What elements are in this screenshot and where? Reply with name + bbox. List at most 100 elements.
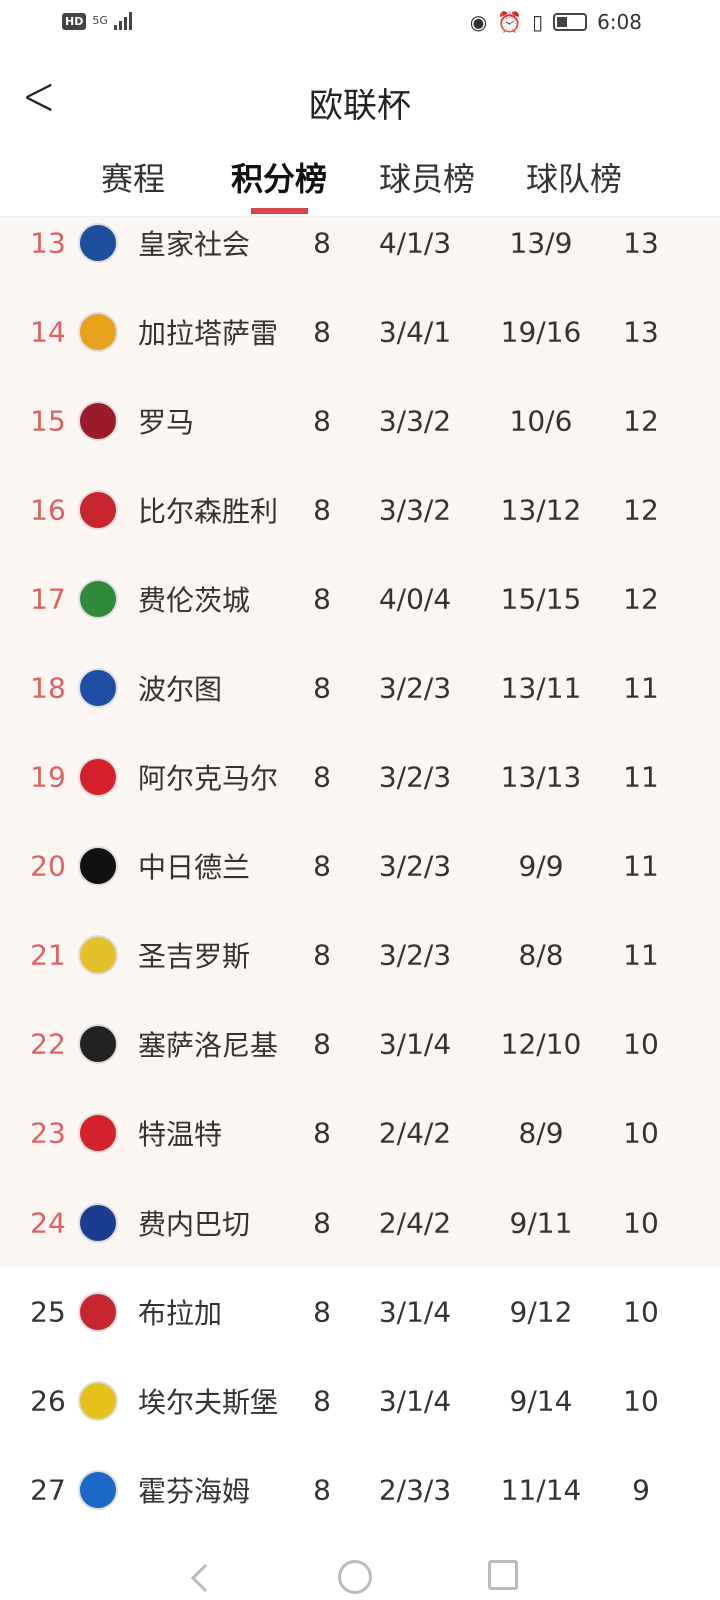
tab-bar: 赛程 积分榜 球员榜 球队榜 <box>0 148 720 216</box>
played: 8 <box>313 404 331 438</box>
nav-recents-icon[interactable] <box>488 1560 518 1590</box>
points: 12 <box>623 582 659 616</box>
page-title: 欧联杯 <box>309 86 411 126</box>
goals-for-against: 13/13 <box>500 760 582 794</box>
battery-icon <box>553 13 588 31</box>
nav-home-icon[interactable] <box>338 1560 372 1594</box>
goals-for-against: 13/9 <box>509 226 573 260</box>
team-logo-icon <box>78 757 118 798</box>
goals-for-against: 9/11 <box>509 1206 573 1240</box>
points: 12 <box>623 493 659 527</box>
points: 10 <box>623 1206 659 1240</box>
tab-schedule[interactable]: 赛程 <box>100 160 166 198</box>
table-row[interactable]: 20 中日德兰 8 3/2/3 9/9 11 <box>0 821 720 911</box>
eye-icon: ◉ <box>469 10 488 34</box>
goals-for-against: 9/12 <box>509 1295 573 1329</box>
rank: 17 <box>30 582 66 616</box>
played: 8 <box>313 1206 331 1240</box>
win-draw-loss: 3/2/3 <box>378 849 452 883</box>
win-draw-loss: 3/1/4 <box>378 1027 452 1061</box>
team-name: 中日德兰 <box>138 851 251 885</box>
table-row[interactable]: 17 费伦茨城 8 4/0/4 15/15 12 <box>0 554 720 644</box>
team-name: 加拉塔萨雷 <box>138 316 279 350</box>
points: 13 <box>623 226 659 260</box>
played: 8 <box>313 582 331 616</box>
goals-for-against: 9/9 <box>518 849 564 883</box>
points: 9 <box>632 1473 650 1507</box>
win-draw-loss: 3/2/3 <box>378 760 452 794</box>
back-chevron-icon[interactable]: < <box>22 64 56 130</box>
table-row[interactable]: 16 比尔森胜利 8 3/3/2 13/12 12 <box>0 465 720 555</box>
goals-for-against: 12/10 <box>500 1027 582 1061</box>
played: 8 <box>313 1027 331 1061</box>
goals-for-against: 19/16 <box>500 315 582 349</box>
goals-for-against: 8/9 <box>518 1116 564 1150</box>
team-name: 塞萨洛尼基 <box>138 1029 279 1063</box>
table-row[interactable]: 13 皇家社会 8 4/1/3 13/9 13 <box>0 217 720 288</box>
win-draw-loss: 3/4/1 <box>378 315 452 349</box>
team-name: 比尔森胜利 <box>138 494 279 528</box>
alarm-icon: ⏰ <box>497 10 523 34</box>
rank: 20 <box>30 849 66 883</box>
team-logo-icon <box>78 1291 118 1332</box>
team-logo-icon <box>78 846 118 887</box>
standings-list[interactable]: 13 皇家社会 8 4/1/3 13/9 13 14 加拉塔萨雷 8 3/4/1 … <box>0 216 720 1560</box>
active-tab-indicator <box>251 208 308 214</box>
tab-team-rankings[interactable]: 球队榜 <box>525 160 623 198</box>
tab-player-rankings[interactable]: 球员榜 <box>378 160 476 198</box>
points: 13 <box>623 315 659 349</box>
team-logo-icon <box>78 1113 118 1154</box>
points: 11 <box>623 671 659 705</box>
rank: 27 <box>30 1473 66 1507</box>
rank: 13 <box>30 226 66 260</box>
table-row[interactable]: 25 布拉加 8 3/1/4 9/12 10 <box>0 1267 720 1356</box>
table-row[interactable]: 15 罗马 8 3/3/2 10/6 12 <box>0 376 720 466</box>
rank: 18 <box>30 671 66 705</box>
table-row[interactable]: 19 阿尔克马尔 8 3/2/3 13/13 11 <box>0 732 720 822</box>
rank: 24 <box>30 1206 66 1240</box>
win-draw-loss: 2/3/3 <box>378 1473 452 1507</box>
played: 8 <box>313 493 331 527</box>
clock: 6:08 <box>597 10 642 34</box>
played: 8 <box>313 760 331 794</box>
signal-icon <box>113 12 132 30</box>
win-draw-loss: 3/1/4 <box>378 1295 452 1329</box>
team-name: 皇家社会 <box>138 227 251 261</box>
team-name: 布拉加 <box>138 1296 223 1330</box>
table-row[interactable]: 14 加拉塔萨雷 8 3/4/1 19/16 13 <box>0 287 720 377</box>
team-name: 阿尔克马尔 <box>138 762 279 796</box>
points: 12 <box>623 404 659 438</box>
win-draw-loss: 3/3/2 <box>378 493 452 527</box>
goals-for-against: 9/14 <box>509 1384 573 1418</box>
table-row[interactable]: 21 圣吉罗斯 8 3/2/3 8/8 11 <box>0 910 720 1000</box>
tab-standings[interactable]: 积分榜 <box>230 160 328 198</box>
rank: 19 <box>30 760 66 794</box>
table-row[interactable]: 18 波尔图 8 3/2/3 13/11 11 <box>0 643 720 733</box>
goals-for-against: 15/15 <box>500 582 582 616</box>
played: 8 <box>313 226 331 260</box>
table-row[interactable]: 23 特温特 8 2/4/2 8/9 10 <box>0 1088 720 1179</box>
table-row[interactable]: 27 霍芬海姆 8 2/3/3 11/14 9 <box>0 1445 720 1534</box>
rank: 21 <box>30 938 66 972</box>
team-logo-icon <box>78 935 118 976</box>
rank: 22 <box>30 1027 66 1061</box>
rank: 14 <box>30 315 66 349</box>
team-name: 霍芬海姆 <box>138 1474 251 1508</box>
team-name: 费伦茨城 <box>138 583 251 617</box>
team-logo-icon <box>78 668 118 709</box>
played: 8 <box>313 1384 331 1418</box>
points: 10 <box>623 1116 659 1150</box>
table-row[interactable]: 26 埃尔夫斯堡 8 3/1/4 9/14 10 <box>0 1356 720 1445</box>
team-logo-icon <box>78 1380 118 1421</box>
played: 8 <box>313 315 331 349</box>
table-row[interactable]: 24 费内巴切 8 2/4/2 9/11 10 <box>0 1178 720 1268</box>
table-row[interactable]: 22 塞萨洛尼基 8 3/1/4 12/10 10 <box>0 999 720 1089</box>
status-bar: HD 5G ◉ ⏰ ▯ 6:08 <box>0 0 720 50</box>
team-name: 波尔图 <box>138 673 223 707</box>
goals-for-against: 10/6 <box>509 404 573 438</box>
played: 8 <box>313 1295 331 1329</box>
goals-for-against: 13/11 <box>500 671 582 705</box>
nav-back-icon[interactable] <box>190 1563 220 1593</box>
points: 10 <box>623 1295 659 1329</box>
team-logo-icon <box>78 578 118 619</box>
